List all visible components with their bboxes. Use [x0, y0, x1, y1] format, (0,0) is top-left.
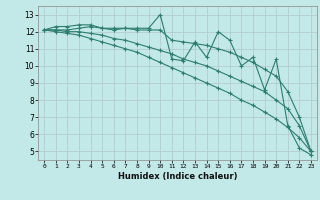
- X-axis label: Humidex (Indice chaleur): Humidex (Indice chaleur): [118, 172, 237, 181]
